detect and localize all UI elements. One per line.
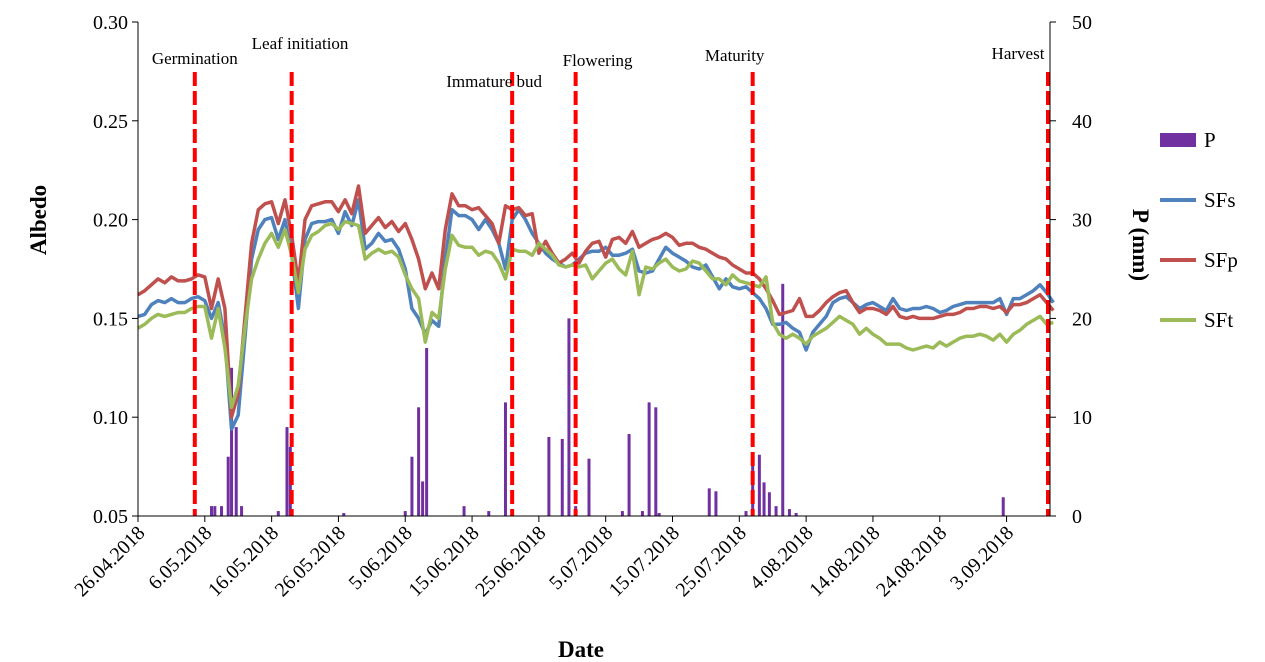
- precipitation-bar: [787, 509, 791, 516]
- precipitation-bar: [781, 283, 785, 516]
- y2-tick-label: 0: [1072, 506, 1082, 528]
- y-tick-label: 0.30: [93, 12, 128, 34]
- precipitation-bar: [276, 511, 280, 516]
- precipitation-bar: [403, 511, 407, 516]
- x-tick-label: 15.07.2018: [605, 522, 684, 601]
- precipitation-bar: [503, 402, 507, 516]
- stage-label: Leaf initiation: [252, 34, 349, 53]
- legend-label-sfs: SFs: [1204, 188, 1236, 212]
- precipitation-bar: [487, 511, 491, 516]
- precipitation-bar: [647, 402, 651, 516]
- legend-swatch-p: [1160, 133, 1196, 147]
- y2-tick-label: 30: [1072, 210, 1092, 232]
- legend: P SFs SFp SFt: [1160, 128, 1238, 332]
- y2-axis-title: P (mm): [1128, 209, 1153, 281]
- y-tick-label: 0.20: [93, 210, 128, 232]
- growth-stage-markers: Germination Leaf initiation Immature bud Fl…: [152, 34, 1050, 516]
- precipitation-bar: [285, 427, 289, 516]
- legend-label-sfp: SFp: [1204, 248, 1238, 272]
- stage-label: Harvest: [992, 44, 1045, 63]
- y-tick-label: 0.25: [93, 111, 128, 133]
- stage-label: Germination: [152, 49, 238, 68]
- precipitation-bar: [226, 456, 230, 516]
- precipitation-bar: [774, 506, 778, 516]
- y2-tick-label: 40: [1072, 111, 1092, 133]
- precipitation-bar: [654, 407, 658, 516]
- precipitation-bar: [417, 407, 421, 516]
- precipitation-bar: [744, 511, 748, 516]
- precipitation-bar: [560, 438, 564, 516]
- stage-label: Flowering: [563, 51, 633, 70]
- legend-label-p: P: [1204, 128, 1216, 152]
- y-tick-label: 0.05: [93, 506, 128, 528]
- precipitation-bar: [620, 511, 624, 516]
- precipitation-bar: [757, 454, 761, 516]
- y2-tick-label: 50: [1072, 12, 1092, 34]
- x-tick-label: 3.09.2018: [946, 522, 1018, 594]
- x-tick-label: 16.05.2018: [204, 522, 283, 601]
- x-axis-title: Date: [558, 637, 604, 662]
- series-line-sfp: [137, 184, 1055, 419]
- series-line-sfs: [137, 198, 1055, 431]
- precipitation-bars: [209, 283, 1005, 516]
- precipitation-bar: [547, 436, 551, 516]
- precipitation-bar: [213, 506, 217, 516]
- legend-label-sft: SFt: [1204, 308, 1233, 332]
- precipitation-bar: [220, 506, 224, 516]
- precipitation-bar: [627, 433, 631, 516]
- precipitation-bar: [1001, 497, 1005, 516]
- precipitation-bar: [462, 506, 466, 516]
- precipitation-bar: [587, 458, 591, 516]
- y-axis-title: Albedo: [26, 185, 51, 255]
- precipitation-bar: [342, 513, 346, 516]
- precipitation-bar: [567, 318, 571, 516]
- precipitation-bar: [240, 506, 244, 516]
- x-tick-label: 26.05.2018: [271, 522, 350, 601]
- precipitation-bar: [425, 348, 429, 516]
- precipitation-bar: [707, 488, 711, 516]
- precipitation-bar: [762, 482, 766, 516]
- precipitation-bar: [714, 491, 718, 516]
- x-tick-label: 24.08.2018: [872, 522, 951, 601]
- precipitation-bar: [751, 461, 755, 516]
- precipitation-bar: [657, 513, 661, 516]
- y-tick-label: 0.10: [93, 407, 128, 429]
- x-tick-label: 26.04.2018: [70, 522, 149, 601]
- y2-tick-label: 20: [1072, 308, 1092, 330]
- albedo-lines: [137, 184, 1055, 431]
- precipitation-bar: [640, 511, 644, 516]
- precipitation-bar: [209, 506, 213, 516]
- y-tick-label: 0.15: [93, 308, 128, 330]
- y2-tick-label: 10: [1072, 407, 1092, 429]
- precipitation-bar: [421, 481, 425, 516]
- stage-label: Maturity: [705, 46, 765, 65]
- precipitation-bar: [410, 456, 414, 516]
- precipitation-bar: [230, 367, 234, 516]
- x-tick-label: 15.06.2018: [404, 522, 483, 601]
- precipitation-bar: [794, 513, 798, 516]
- x-tick-label: 25.06.2018: [471, 522, 550, 601]
- stage-label: Immature bud: [446, 72, 542, 91]
- precipitation-bar: [234, 427, 238, 516]
- precipitation-bar: [767, 492, 771, 516]
- x-tick-label: 14.08.2018: [805, 522, 884, 601]
- x-tick-label: 25.07.2018: [672, 522, 751, 601]
